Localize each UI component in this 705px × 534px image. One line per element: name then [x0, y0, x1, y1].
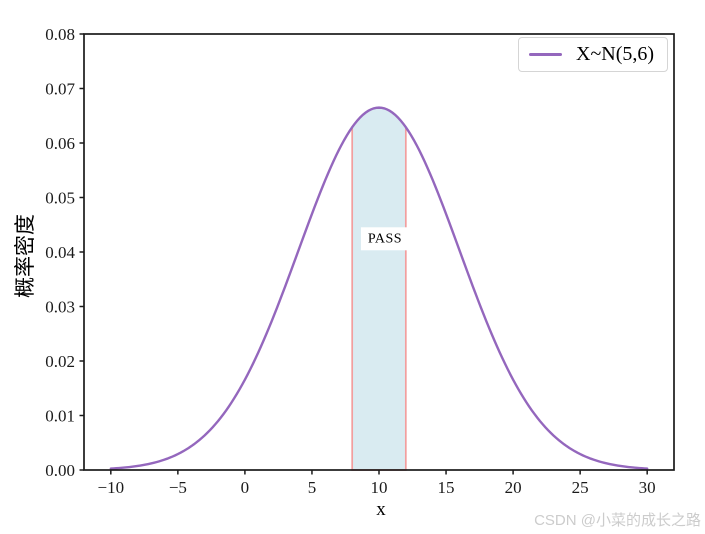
density-curve	[109, 106, 649, 470]
y-tick-label: 0.08	[45, 25, 75, 44]
pass-region-fill	[351, 106, 407, 471]
x-tick-label: 15	[438, 478, 455, 497]
x-axis-label: x	[376, 499, 386, 520]
y-tick-label: 0.02	[45, 352, 75, 371]
legend-line-swatch	[529, 52, 562, 57]
y-tick-label: 0.05	[45, 189, 75, 208]
x-tick-label: 0	[241, 478, 250, 497]
y-tick-label: 0.07	[45, 80, 75, 99]
x-axis-ticks: −10 −5 0 5 10 15 20 25 30	[98, 470, 656, 497]
y-tick-label: 0.00	[45, 461, 75, 480]
x-tick-label: 10	[371, 478, 388, 497]
y-tick-label: 0.03	[45, 298, 75, 317]
y-tick-label: 0.01	[45, 407, 75, 426]
x-tick-label: 20	[505, 478, 522, 497]
x-tick-label: −5	[169, 478, 187, 497]
pass-region-label: PASS	[360, 227, 410, 251]
plot-frame	[83, 33, 675, 471]
x-tick-label: 25	[572, 478, 589, 497]
legend-box: X~N(5,6)	[518, 37, 668, 72]
x-tick-label: −10	[98, 478, 125, 497]
y-tick-label: 0.06	[45, 134, 75, 153]
x-tick-label: 30	[639, 478, 656, 497]
watermark-text: CSDN @小菜的成长之路	[534, 512, 701, 529]
y-axis-ticks: 0.00 0.01 0.02 0.03 0.04 0.05 0.06 0.07 0.08	[45, 25, 84, 480]
y-tick-label: 0.04	[45, 243, 75, 262]
legend-entry-label: X~N(5,6)	[576, 43, 655, 65]
x-tick-label: 5	[308, 478, 317, 497]
y-axis-label: 概率密度	[13, 214, 37, 298]
